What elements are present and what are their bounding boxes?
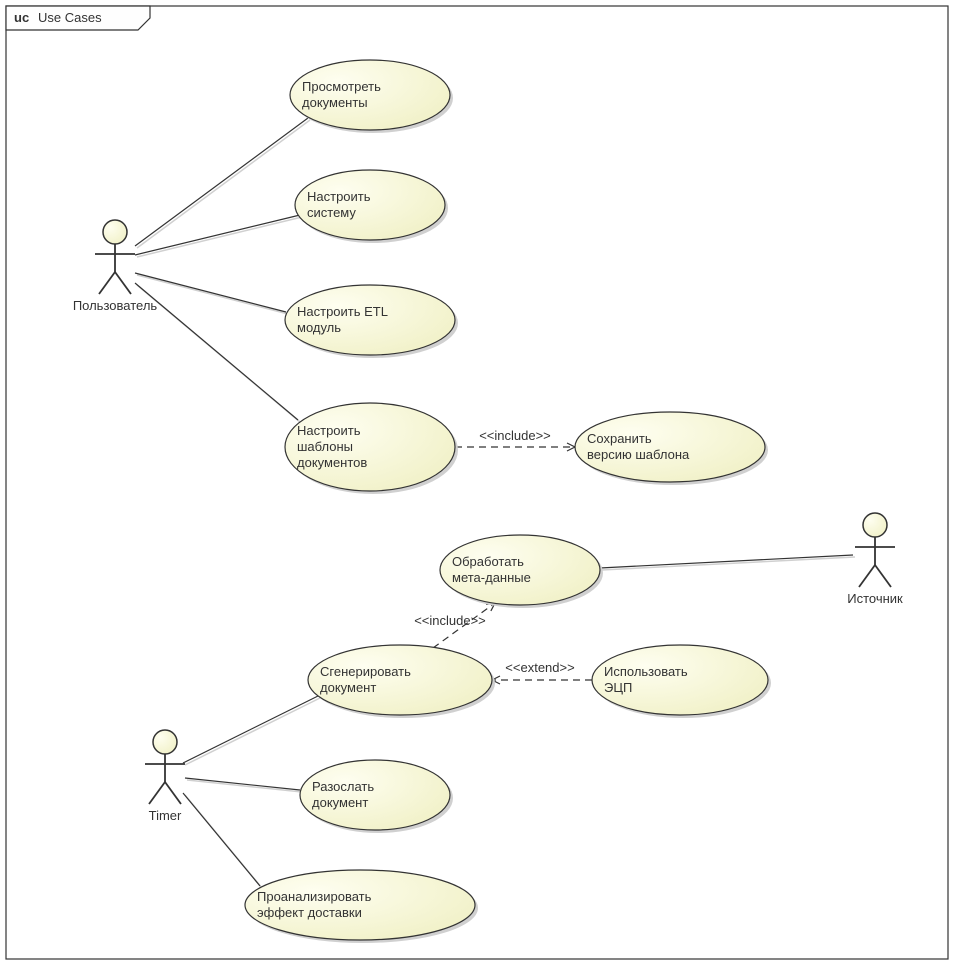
edge-label: <<include>> (479, 428, 551, 443)
edge-user_etl (135, 273, 288, 314)
edge-timer_analyze (183, 793, 262, 888)
usecase-label: Разослатьдокумент (312, 779, 374, 810)
actor-label: Timer (149, 808, 182, 823)
actor-source: Источник (847, 513, 903, 606)
usecase-generate_doc: Сгенерироватьдокумент (308, 645, 495, 718)
usecase-configure_etl: Настроить ETLмодуль (285, 285, 458, 358)
edge-include_gen_meta: <<include>> (414, 603, 495, 648)
edge-user_view (135, 118, 310, 248)
actors-layer: Пользователь Источник Timer (73, 220, 903, 823)
frame-border (6, 6, 948, 959)
edge-extend_sig_gen: <<extend>> (492, 660, 592, 680)
edge-user_tpl (135, 283, 300, 422)
edge-user_sys (135, 215, 302, 257)
edge-label: <<extend>> (505, 660, 574, 675)
actor-user: Пользователь (73, 220, 158, 313)
usecase-configure_templates: Настроитьшаблоныдокументов (285, 403, 458, 494)
use-case-diagram-svg: uc Use Cases <<include>> <<include>> <<ext… (0, 0, 954, 965)
frame-prefix: uc (14, 10, 29, 25)
edge-include_tpl_save: <<include>> (455, 428, 575, 447)
edge-meta_source (600, 555, 855, 570)
usecase-label: Обработатьмета-данные (452, 554, 531, 585)
usecase-process_meta: Обработатьмета-данные (440, 535, 603, 608)
usecase-label: Проанализироватьэффект доставки (257, 889, 372, 920)
diagram-canvas: uc Use Cases <<include>> <<include>> <<ext… (0, 0, 954, 965)
usecase-view_docs: Просмотретьдокументы (290, 60, 453, 133)
actor-label: Пользователь (73, 298, 158, 313)
frame-title: Use Cases (38, 10, 102, 25)
usecase-analyze_delivery: Проанализироватьэффект доставки (245, 870, 478, 943)
usecase-save_template_version: Сохранитьверсию шаблона (575, 412, 768, 485)
usecases-layer: Просмотретьдокументы Настроитьсистему Наст… (245, 60, 771, 943)
usecase-use_signature: ИспользоватьЭЦП (592, 645, 771, 718)
actor-timer: Timer (145, 730, 185, 823)
edge-timer_send (185, 778, 302, 792)
edges-layer: <<include>> <<include>> <<extend>> (135, 118, 855, 888)
actor-label: Источник (847, 591, 903, 606)
edge-timer_gen (183, 696, 320, 765)
usecase-send_doc: Разослатьдокумент (300, 760, 453, 833)
usecase-configure_system: Настроитьсистему (295, 170, 448, 243)
edge-label: <<include>> (414, 613, 486, 628)
